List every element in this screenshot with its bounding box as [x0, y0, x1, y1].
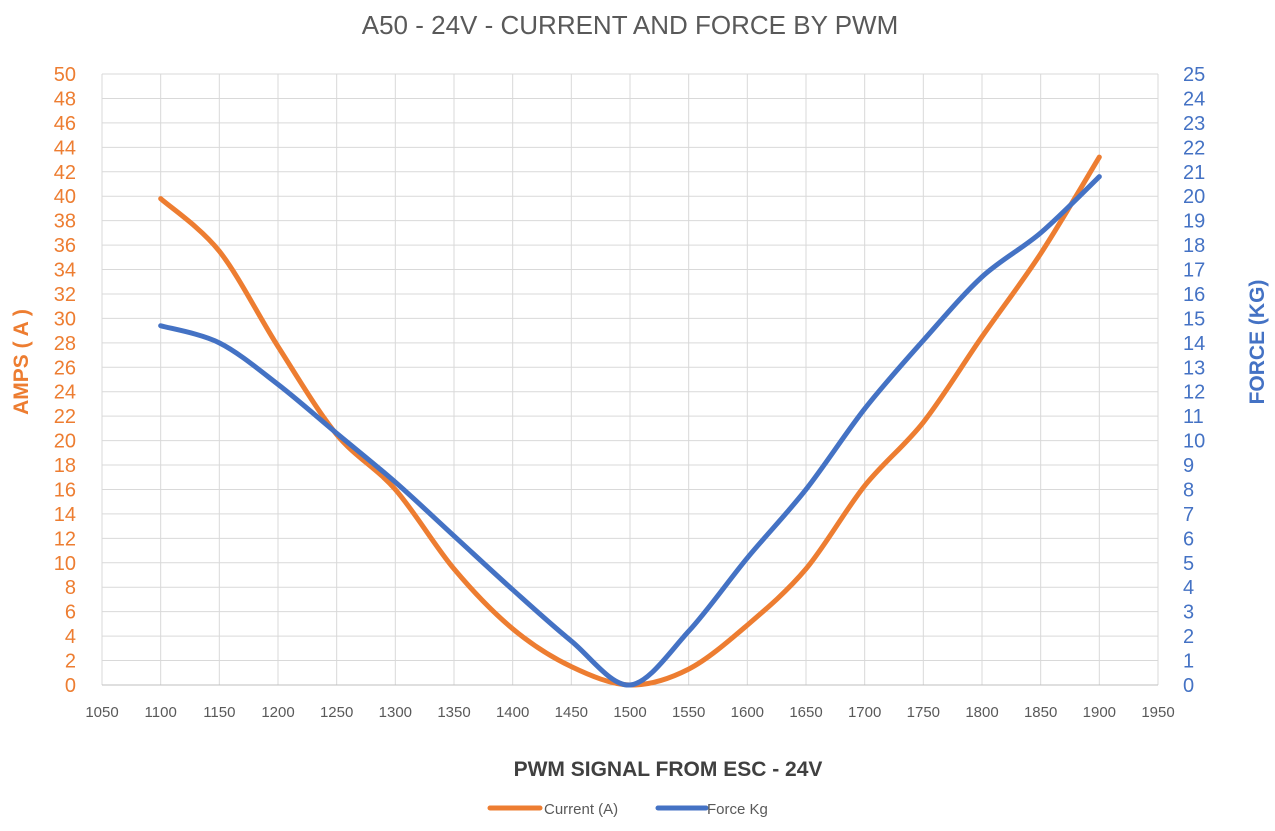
y-tick-label-right: 4 [1183, 577, 1194, 599]
y-tick-label-right: 20 [1183, 186, 1205, 208]
y-tick-label-right: 15 [1183, 308, 1205, 330]
x-tick-label: 1500 [613, 704, 646, 721]
y-tick-label-left: 48 [54, 88, 76, 110]
x-tick-label: 1100 [145, 704, 177, 721]
y-tick-label-left: 44 [54, 137, 76, 159]
y-tick-label-left: 14 [54, 504, 76, 526]
y-tick-label-left: 46 [54, 113, 76, 135]
y-tick-label-left: 8 [65, 577, 76, 599]
y-tick-label-left: 42 [54, 162, 76, 184]
y-tick-label-left: 2 [65, 651, 76, 673]
legend: Current (A) Force Kg [487, 801, 768, 818]
y-tick-label-left: 16 [54, 479, 76, 501]
y-tick-label-right: 16 [1183, 284, 1205, 306]
x-axis-title: PWM SIGNAL FROM ESC - 24V [514, 758, 823, 781]
y-tick-label-right: 9 [1183, 455, 1194, 477]
y-tick-label-left: 28 [54, 333, 76, 355]
x-axis-ticks: 1050 1100 1150 1200 1250 1300 1350 1400 1450 1500… [85, 704, 1174, 721]
y-tick-label-right: 1 [1183, 651, 1194, 673]
y-tick-label-left: 6 [65, 602, 76, 624]
y-tick-label-right: 23 [1183, 113, 1205, 135]
y-tick-label-right: 12 [1183, 382, 1205, 404]
y-tick-label-right: 13 [1183, 357, 1205, 379]
y-tick-label-left: 24 [54, 382, 76, 404]
legend-label: Force Kg [707, 801, 768, 818]
y-tick-label-right: 2 [1183, 626, 1194, 648]
y-tick-label-right: 10 [1183, 431, 1205, 453]
chart-title: A50 - 24V - CURRENT AND FORCE BY PWM [362, 10, 898, 40]
y-tick-label-left: 40 [54, 186, 76, 208]
y-tick-label-left: 38 [54, 211, 76, 233]
x-tick-label: 1750 [907, 704, 940, 721]
x-tick-label: 1700 [848, 704, 881, 721]
y-tick-label-right: 17 [1183, 260, 1205, 282]
y-tick-label-right: 18 [1183, 235, 1205, 257]
y-tick-label-right: 6 [1183, 528, 1194, 550]
y-tick-label-left: 50 [54, 64, 76, 86]
y-tick-label-left: 20 [54, 431, 76, 453]
y-tick-label-right: 7 [1183, 504, 1194, 526]
y-tick-label-right: 24 [1183, 88, 1205, 110]
y-tick-label-left: 22 [54, 406, 76, 428]
x-tick-label: 1900 [1083, 704, 1116, 721]
y-tick-label-left: 32 [54, 284, 76, 306]
x-tick-label: 1800 [965, 704, 998, 721]
y-tick-label-left: 10 [54, 553, 76, 575]
y-tick-label-right: 5 [1183, 553, 1194, 575]
left-axis-ticks: 0246810121416182022242628303234363840424… [54, 64, 76, 697]
y-tick-label-right: 14 [1183, 333, 1205, 355]
y-axis-title-left: AMPS ( A ) [10, 309, 33, 415]
y-tick-label-right: 22 [1183, 137, 1205, 159]
y-tick-label-left: 0 [65, 675, 76, 697]
y-tick-label-left: 26 [54, 357, 76, 379]
x-tick-label: 1200 [261, 704, 294, 721]
x-tick-label: 1650 [789, 704, 822, 721]
legend-item: Force Kg [655, 801, 768, 818]
y-tick-label-left: 34 [54, 260, 76, 282]
x-tick-label: 1850 [1024, 704, 1057, 721]
grid [101, 73, 1159, 686]
y-tick-label-right: 21 [1183, 162, 1205, 184]
x-tick-label: 1950 [1141, 704, 1174, 721]
x-tick-label: 1550 [672, 704, 705, 721]
x-tick-label: 1350 [437, 704, 470, 721]
x-tick-label: 1300 [379, 704, 412, 721]
x-tick-label: 1600 [731, 704, 764, 721]
series-lines [158, 154, 1102, 688]
y-tick-label-right: 25 [1183, 64, 1205, 86]
y-tick-label-left: 30 [54, 308, 76, 330]
y-tick-label-right: 19 [1183, 211, 1205, 233]
right-axis-ticks: 0123456789101112131415161718192021222324… [1183, 64, 1205, 697]
legend-item: Current (A) [487, 801, 618, 818]
legend-label: Current (A) [544, 801, 618, 818]
x-tick-label: 1450 [555, 704, 588, 721]
x-tick-label: 1250 [320, 704, 353, 721]
y-tick-label-left: 12 [54, 528, 76, 550]
x-tick-label: 1050 [85, 704, 118, 721]
y-axis-title-right: FORCE (KG) [1246, 280, 1269, 405]
y-tick-label-left: 18 [54, 455, 76, 477]
series-line-force-kg [158, 174, 1102, 688]
y-tick-label-right: 3 [1183, 602, 1194, 624]
y-tick-label-right: 8 [1183, 479, 1194, 501]
x-tick-label: 1400 [496, 704, 529, 721]
y-tick-label-right: 0 [1183, 675, 1194, 697]
y-tick-label-left: 36 [54, 235, 76, 257]
y-tick-label-right: 11 [1183, 406, 1204, 428]
y-tick-label-left: 4 [65, 626, 76, 648]
x-tick-label: 1150 [203, 704, 235, 721]
